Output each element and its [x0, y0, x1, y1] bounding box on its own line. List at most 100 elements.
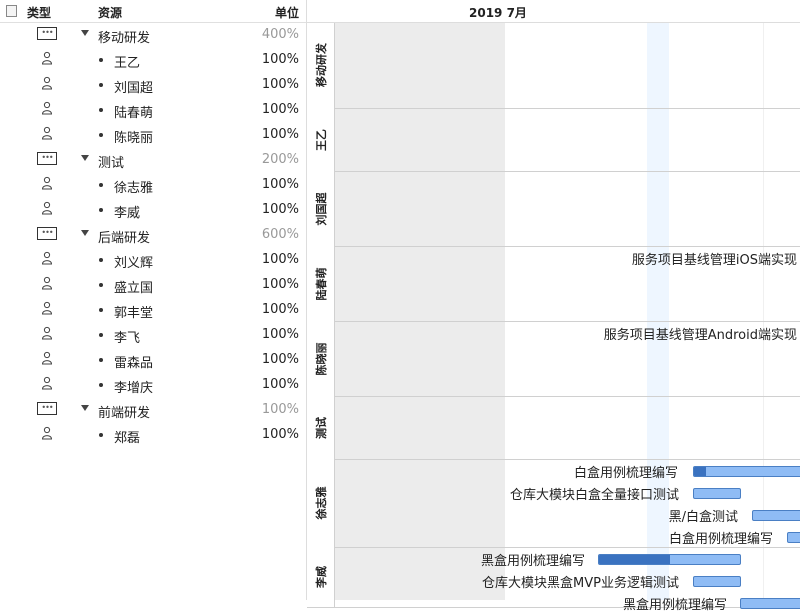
resource-unit: 100%: [261, 277, 299, 292]
task-bar[interactable]: [693, 466, 800, 477]
lane-label: 陈晓丽: [307, 321, 335, 396]
resource-row[interactable]: 李增庆 100%: [0, 372, 306, 397]
group-icon: •••: [37, 27, 57, 40]
task-label[interactable]: 黑盒用例梳理编写: [480, 554, 585, 569]
task-bar[interactable]: [693, 488, 741, 499]
person-icon: [41, 301, 53, 315]
resource-group-row[interactable]: ••• 前端研发 100%: [0, 397, 306, 422]
resource-row[interactable]: 陆春萌 100%: [0, 97, 306, 122]
resource-name: 陈晓丽: [114, 131, 154, 146]
bullet-icon: [99, 308, 103, 312]
resource-name: 李威: [114, 206, 141, 221]
lane-label-text: 徐志雅: [314, 486, 328, 520]
lane-label: 刘国超: [307, 171, 335, 246]
lane-label: 测试: [307, 396, 335, 459]
lane-label-text: 移动研发: [314, 43, 328, 87]
bullet-icon: [99, 358, 103, 362]
lane-label-text: 王乙: [314, 128, 328, 151]
task-bar[interactable]: [693, 576, 741, 587]
task-label[interactable]: 服务项目基线管理iOS端实现: [631, 253, 797, 268]
bullet-icon: [99, 283, 103, 287]
gantt-lane: 刘国超: [307, 171, 800, 247]
person-icon: [41, 276, 53, 290]
resource-row[interactable]: 李飞 100%: [0, 322, 306, 347]
task-bar[interactable]: [752, 510, 800, 521]
lane-label-text: 测试: [314, 416, 328, 439]
resource-group-row[interactable]: ••• 测试 200%: [0, 147, 306, 172]
resource-row[interactable]: 郑磊 100%: [0, 422, 306, 447]
today-marker: [647, 23, 669, 600]
collapse-chevron-icon[interactable]: [81, 30, 89, 36]
resource-row[interactable]: 王乙 100%: [0, 47, 306, 72]
grid-line: [763, 23, 764, 600]
resource-name: 后端研发: [98, 231, 151, 246]
table-settings-icon[interactable]: [6, 5, 17, 17]
person-icon: [41, 51, 53, 65]
lane-label-text: 陈晓丽: [314, 342, 328, 375]
resource-name: 李飞: [114, 331, 141, 346]
type-column-header[interactable]: 类型: [27, 6, 52, 20]
resource-unit: 100%: [261, 52, 299, 67]
resource-name: 徐志雅: [114, 181, 154, 196]
group-icon: •••: [37, 227, 57, 240]
resource-name: 陆春萌: [114, 106, 154, 121]
person-icon: [41, 126, 53, 140]
resource-row[interactable]: 郭丰堂 100%: [0, 297, 306, 322]
resource-name: 盛立国: [114, 281, 154, 296]
gantt-lane: 王乙: [307, 108, 800, 172]
gantt-lane: 陈晓丽 服务项目基线管理Android端实现: [307, 321, 800, 397]
bullet-icon: [99, 58, 103, 62]
unit-column-header[interactable]: 单位: [274, 6, 299, 20]
resource-row[interactable]: 徐志雅 100%: [0, 172, 306, 197]
resource-row[interactable]: 陈晓丽 100%: [0, 122, 306, 147]
group-icon: •••: [37, 402, 57, 415]
lane-label-text: 刘国超: [314, 192, 328, 225]
resource-unit: 100%: [261, 352, 299, 367]
resource-unit: 100%: [261, 77, 299, 92]
resource-row[interactable]: 刘国超 100%: [0, 72, 306, 97]
resource-group-row[interactable]: ••• 移动研发 400%: [0, 22, 306, 47]
resource-column-header[interactable]: 资源: [98, 6, 123, 20]
resource-name: 雷森品: [114, 356, 154, 371]
resource-row[interactable]: 刘义辉 100%: [0, 247, 306, 272]
task-label[interactable]: 白盒用例梳理编写: [573, 466, 678, 481]
resource-name: 前端研发: [98, 406, 151, 421]
bullet-icon: [99, 333, 103, 337]
person-icon: [41, 376, 53, 390]
collapse-chevron-icon[interactable]: [81, 405, 89, 411]
lane-label: 陆春萌: [307, 246, 335, 321]
collapse-chevron-icon[interactable]: [81, 155, 89, 161]
task-label[interactable]: 黑盒用例梳理编写: [622, 598, 727, 613]
task-label[interactable]: 白盒用例梳理编写: [668, 532, 773, 547]
resource-unit: 100%: [261, 427, 299, 442]
task-label[interactable]: 黑/白盒测试: [668, 510, 738, 525]
bullet-icon: [99, 83, 103, 87]
resource-row[interactable]: 雷森品 100%: [0, 347, 306, 372]
resource-name: 郭丰堂: [114, 306, 154, 321]
task-progress-fill: [694, 467, 706, 476]
gantt-lane: 徐志雅 白盒用例梳理编写 仓库大模块白盒全量接口测试 黑/白盒测试 白盒用例梳理编写: [307, 459, 800, 548]
collapse-chevron-icon[interactable]: [81, 230, 89, 236]
gantt-lane: 陆春萌 服务项目基线管理iOS端实现: [307, 246, 800, 322]
task-label[interactable]: 仓库大模块黑盒MVP业务逻辑测试: [482, 576, 679, 591]
resource-unit: 100%: [261, 377, 299, 392]
task-label[interactable]: 服务项目基线管理Android端实现: [603, 328, 797, 343]
resource-unit: 100%: [261, 252, 299, 267]
gantt-lane: 李威 黑盒用例梳理编写 仓库大模块黑盒MVP业务逻辑测试 黑盒用例梳理编写: [307, 547, 800, 613]
task-bar[interactable]: [598, 554, 741, 565]
lane-label: 移动研发: [307, 22, 335, 108]
bullet-icon: [99, 433, 103, 437]
gantt-chart[interactable]: 移动研发王乙刘国超陆春萌 服务项目基线管理iOS端实现陈晓丽 服务项目基线管理And…: [306, 0, 800, 613]
task-progress-fill: [599, 555, 670, 564]
resource-group-row[interactable]: ••• 后端研发 600%: [0, 222, 306, 247]
person-icon: [41, 176, 53, 190]
resource-row[interactable]: 盛立国 100%: [0, 272, 306, 297]
task-bar[interactable]: [787, 532, 800, 543]
task-label[interactable]: 仓库大模块白盒全量接口测试: [509, 488, 679, 503]
non-working-period-shade: [335, 23, 505, 600]
resource-row[interactable]: 李威 100%: [0, 197, 306, 222]
lane-label: 徐志雅: [307, 459, 335, 547]
lane-label-text: 陆春萌: [314, 267, 328, 300]
bullet-icon: [99, 258, 103, 262]
bullet-icon: [99, 183, 103, 187]
